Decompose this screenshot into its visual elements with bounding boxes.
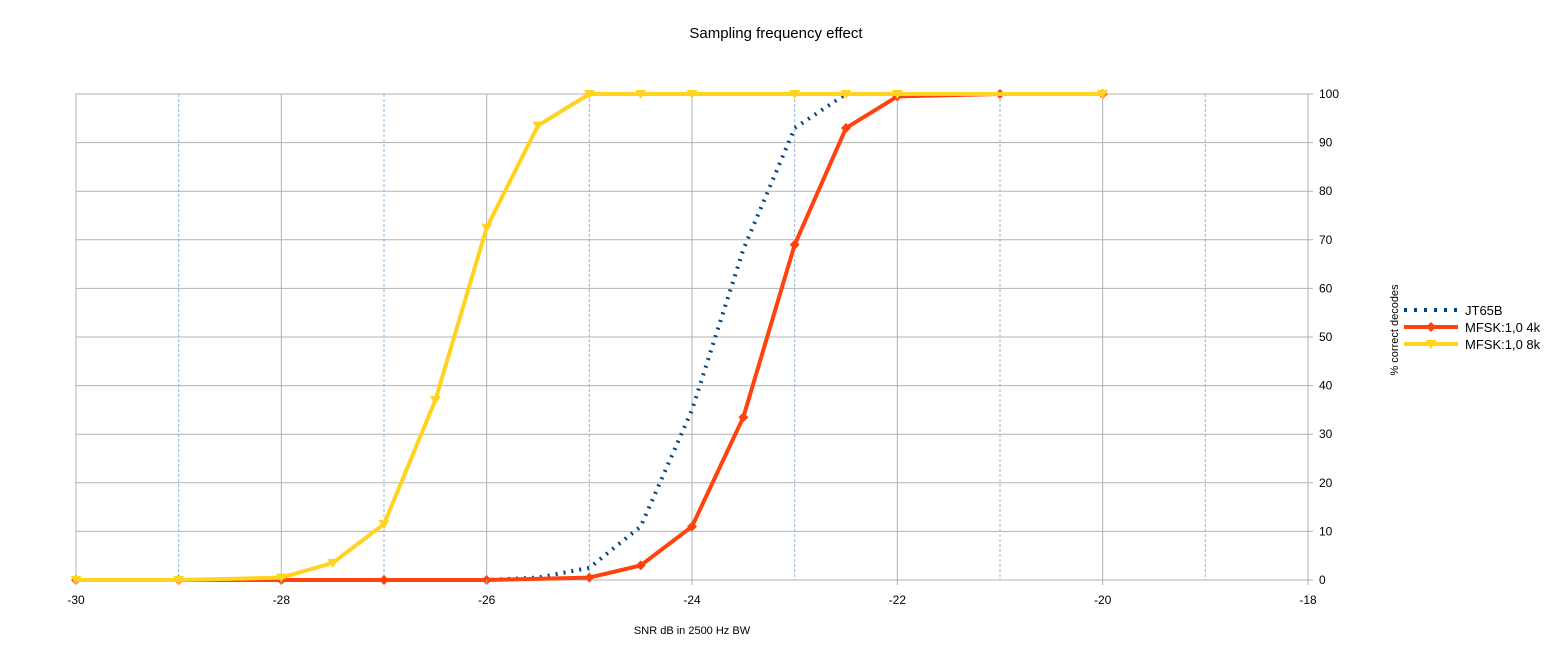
y-tick-label: 40 [1319,379,1333,393]
data-point [1097,90,1109,99]
y-tick-label: 0 [1319,573,1326,587]
legend-item: JT65B [1404,303,1503,318]
legend-marker [1426,322,1436,332]
data-point [891,90,903,99]
x-tick-label: -24 [683,593,701,607]
data-point [378,520,390,530]
data-point [379,575,389,585]
y-tick-label: 60 [1319,281,1333,295]
series-layer [70,89,1109,585]
data-point [841,123,851,134]
y-tick-label: 10 [1319,524,1333,538]
grid [75,93,1309,581]
data-point [789,90,801,99]
data-point [738,412,749,423]
data-point [686,90,698,99]
y-tick-label: 80 [1319,184,1333,198]
data-point [481,223,493,233]
y-tick-label: 90 [1319,136,1333,150]
data-point [327,558,339,568]
legend-item: MFSK:1,0 4k [1404,320,1541,335]
series-mfsk-1-0-8k [70,90,1109,585]
x-tick-label: -30 [67,593,85,607]
legend-label: MFSK:1,0 8k [1465,337,1541,352]
data-point [583,90,595,99]
x-tick-label: -22 [889,593,907,607]
y-tick-label: 20 [1319,476,1333,490]
x-tick-label: -18 [1299,593,1317,607]
y-tick-label: 50 [1319,330,1333,344]
data-point [635,560,646,571]
data-point [840,90,852,99]
x-tick-label: -20 [1094,593,1112,607]
data-point [635,90,647,99]
x-tick-label: -28 [273,593,291,607]
y-tick-label: 70 [1319,233,1333,247]
y-tick-label: 100 [1319,87,1339,101]
x-tick-label: -26 [478,593,496,607]
tick-labels: -30 -28 -26 -24 -22 -20 -180 10 20 30 40 50 60 70 80 90… [67,87,1339,607]
legend-label: MFSK:1,0 4k [1465,320,1541,335]
legend-item: MFSK:1,0 8k [1404,337,1541,352]
data-point [584,572,595,583]
x-axis-label: SNR dB in 2500 Hz BW [634,625,751,637]
legend: JT65B MFSK:1,0 4k MFSK:1,0 8k [1404,303,1541,352]
series-line [76,92,1103,582]
legend-label: JT65B [1465,303,1503,318]
data-point [429,396,441,406]
y-axis-label: % correct decodes [1389,284,1401,376]
data-point [789,239,800,250]
data-point [275,573,287,583]
chart-title: Sampling frequency effect [689,25,863,42]
data-point [532,121,544,131]
data-point [687,521,697,532]
y-tick-label: 30 [1319,427,1333,441]
data-point [173,576,185,585]
legend-marker [1425,340,1437,349]
